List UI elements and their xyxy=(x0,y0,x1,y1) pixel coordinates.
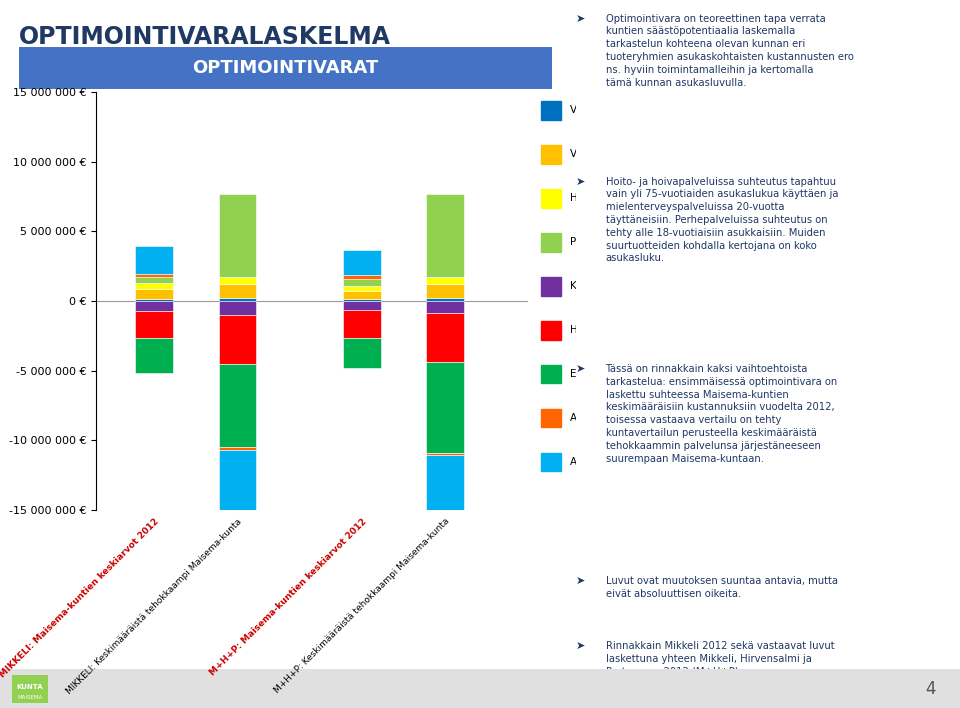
Bar xyxy=(343,286,380,291)
Bar xyxy=(426,298,464,301)
Text: Tässä on rinnakkain kaksi vaihtoehtoista
tarkastelua: ensimmäisessä optimointiva: Tässä on rinnakkain kaksi vaihtoehtoista… xyxy=(606,364,837,464)
Bar xyxy=(541,321,562,340)
Bar xyxy=(343,275,380,279)
Bar xyxy=(343,291,380,299)
Text: Hammashoito: Hammashoito xyxy=(570,193,642,203)
Text: Perhepalvelut: Perhepalvelut xyxy=(570,237,641,247)
Bar xyxy=(426,301,464,314)
Bar xyxy=(135,311,173,338)
Bar xyxy=(541,189,562,207)
Bar xyxy=(343,301,380,310)
Text: ➤: ➤ xyxy=(576,576,586,586)
Bar xyxy=(541,101,562,120)
Bar xyxy=(343,310,380,338)
Bar xyxy=(343,299,380,301)
Bar xyxy=(219,278,256,284)
Text: Aikuissosiaalityö: Aikuissosiaalityö xyxy=(570,413,657,423)
Bar xyxy=(219,315,256,363)
Text: M+H+P: Maisema-kuntien keskiarvot 2012: M+H+P: Maisema-kuntien keskiarvot 2012 xyxy=(207,517,369,678)
Text: ➤: ➤ xyxy=(576,364,586,374)
Text: Luvut ovat muutoksen suuntaa antavia, mutta
eivät absoluuttisen oikeita.: Luvut ovat muutoksen suuntaa antavia, mu… xyxy=(606,576,837,599)
Bar xyxy=(541,453,562,472)
Bar xyxy=(426,362,464,452)
Bar xyxy=(343,338,380,368)
Text: 4: 4 xyxy=(925,680,936,697)
Text: Kuntoutus: Kuntoutus xyxy=(570,281,623,292)
Bar xyxy=(219,447,256,450)
Bar xyxy=(135,301,173,311)
Bar xyxy=(219,301,256,315)
Bar xyxy=(426,455,464,556)
Bar xyxy=(541,145,562,164)
Bar xyxy=(343,251,380,275)
Text: OPTIMOINTIVARAT: OPTIMOINTIVARAT xyxy=(192,59,379,77)
Bar xyxy=(426,278,464,284)
Text: Hoito- ja hoivapalveluissa suhteutus tapahtuu
vain yli 75-vuotiaiden asukaslukua: Hoito- ja hoivapalveluissa suhteutus tap… xyxy=(606,176,838,263)
Bar xyxy=(541,233,562,251)
Bar xyxy=(219,298,256,301)
Bar xyxy=(426,194,464,278)
Bar xyxy=(219,284,256,298)
Bar xyxy=(135,274,173,277)
Text: ➤: ➤ xyxy=(576,13,586,23)
Bar xyxy=(219,450,256,559)
Text: ➤: ➤ xyxy=(576,641,586,651)
Text: Optimointivara on teoreettinen tapa verrata
kuntien säästöpotentiaalia laskemall: Optimointivara on teoreettinen tapa verr… xyxy=(606,13,853,88)
Text: Hoito ja hoiva: Hoito ja hoiva xyxy=(570,326,641,336)
Bar xyxy=(426,284,464,298)
Bar xyxy=(541,365,562,384)
Text: Rinnakkain Mikkeli 2012 sekä vastaavat luvut
laskettuna yhteen Mikkeli, Hirvensa: Rinnakkain Mikkeli 2012 sekä vastaavat l… xyxy=(606,641,834,677)
Text: MIKKELI: Keskimääräistä tehokkaampi Maisema-kunta: MIKKELI: Keskimääräistä tehokkaampi Mais… xyxy=(64,517,244,696)
Text: Vastaanotto: Vastaanotto xyxy=(570,105,633,115)
Text: Aikuispsykosos. palv.: Aikuispsykosos. palv. xyxy=(570,457,680,467)
Text: KUNTA: KUNTA xyxy=(16,685,43,690)
Text: ➤: ➤ xyxy=(576,176,586,186)
Bar xyxy=(135,277,173,283)
Text: ESH: ESH xyxy=(570,370,590,379)
Bar xyxy=(426,452,464,455)
Bar xyxy=(343,279,380,286)
Bar xyxy=(219,194,256,278)
Bar xyxy=(135,246,173,274)
Bar xyxy=(135,283,173,289)
Bar xyxy=(541,409,562,428)
Bar xyxy=(135,338,173,373)
Text: MAISEMA: MAISEMA xyxy=(17,695,42,700)
Text: M+H+P: Keskimääräistä tehokkaampi Maisema-kunta: M+H+P: Keskimääräistä tehokkaampi Maisem… xyxy=(273,517,451,695)
Bar xyxy=(135,299,173,301)
Bar xyxy=(219,364,256,447)
Text: OPTIMOINTIVARALASKELMA: OPTIMOINTIVARALASKELMA xyxy=(19,25,392,49)
Text: MIKKELI: Maisema-kuntien keskiarvot 2012: MIKKELI: Maisema-kuntien keskiarvot 2012 xyxy=(0,517,160,680)
Bar xyxy=(541,277,562,295)
Bar xyxy=(426,314,464,362)
Text: Vammaispalvelut: Vammaispalvelut xyxy=(570,149,660,159)
Bar xyxy=(135,289,173,299)
